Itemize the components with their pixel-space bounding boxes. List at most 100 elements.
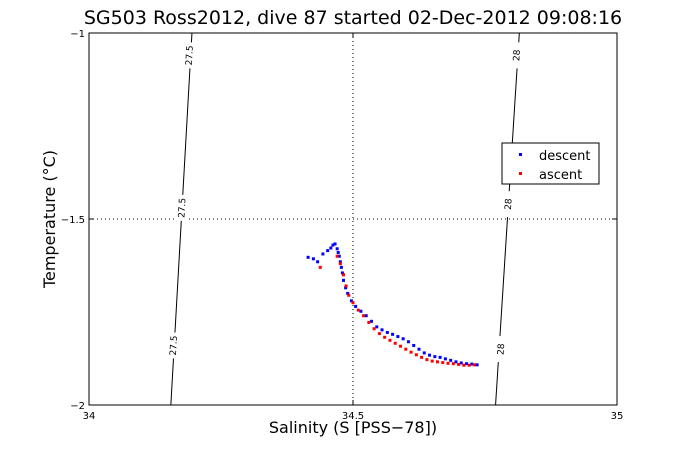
data-point-descent: [369, 319, 373, 323]
data-point-descent: [349, 299, 353, 303]
data-point-descent: [438, 355, 442, 359]
data-point-ascent: [383, 335, 387, 339]
legend-box: [501, 142, 600, 185]
legend-label-ascent: ascent: [539, 168, 582, 183]
data-point-descent: [406, 340, 410, 344]
data-point-ascent: [457, 362, 461, 366]
data-point-ascent: [399, 344, 403, 348]
data-point-ascent: [393, 341, 397, 345]
contour-label: 28: [512, 49, 523, 61]
data-point-descent: [359, 309, 363, 313]
x-tick-label: 35: [611, 411, 624, 422]
data-point-descent: [336, 250, 340, 254]
x-tick-label: 34: [83, 411, 96, 422]
data-point-ascent: [472, 363, 476, 367]
data-point-descent: [339, 265, 343, 269]
data-point-ascent: [341, 273, 345, 277]
data-point-descent: [375, 325, 379, 329]
data-point-ascent: [335, 254, 339, 258]
data-point-ascent: [367, 320, 371, 324]
contour-label-background: [510, 42, 523, 69]
data-point-ascent: [420, 355, 424, 359]
data-point-ascent: [414, 353, 418, 357]
x-tick-label: 34.5: [342, 411, 364, 422]
data-point-ascent: [344, 284, 348, 288]
data-point-descent: [433, 355, 437, 359]
data-point-descent: [401, 337, 405, 341]
data-point-ascent: [441, 361, 445, 365]
data-point-descent: [333, 242, 337, 246]
data-point-ascent: [425, 358, 429, 362]
data-points: [306, 242, 479, 367]
data-point-ascent: [362, 314, 366, 318]
data-point-descent: [417, 347, 421, 351]
plot-area: 27.5 27.5 27.5 28 28 28 34 34.5 35 −2 −1.5 −1: [61, 29, 624, 422]
y-tick-label: −1.5: [61, 215, 85, 226]
contour-label: 27.5: [177, 198, 188, 219]
data-point-descent: [329, 246, 333, 250]
contour-label-background: [176, 194, 188, 222]
data-point-descent: [443, 357, 447, 361]
data-point-ascent: [451, 362, 455, 366]
data-point-ascent: [377, 332, 381, 336]
data-point-descent: [422, 351, 426, 355]
data-point-descent: [459, 361, 463, 365]
data-point-descent: [344, 286, 348, 290]
data-point-descent: [311, 257, 315, 261]
contour-label: 28: [496, 343, 507, 355]
legend-marker-ascent: [519, 172, 522, 175]
data-point-descent: [346, 291, 350, 295]
x-axis-label: Salinity (S [PSS−78]): [269, 418, 437, 437]
data-point-ascent: [388, 338, 392, 342]
y-tick-label: −1: [70, 29, 85, 40]
data-point-ascent: [347, 293, 351, 297]
data-point-descent: [385, 330, 389, 334]
legend-marker-descent: [519, 153, 522, 156]
contour-label-background: [495, 335, 507, 363]
contour-label-background: [183, 42, 196, 69]
data-point-descent: [340, 271, 344, 275]
data-point-ascent: [372, 327, 376, 331]
data-point-descent: [321, 252, 325, 256]
data-point-ascent: [462, 363, 466, 367]
data-point-ascent: [338, 262, 342, 266]
data-point-descent: [341, 278, 345, 282]
data-point-ascent: [435, 360, 439, 364]
legend-label-descent: descent: [539, 149, 591, 164]
data-point-ascent: [467, 363, 471, 367]
data-point-ascent: [351, 301, 355, 305]
contour-label: 28: [504, 198, 515, 210]
y-axis-label: Temperature (°C): [40, 150, 59, 289]
data-point-descent: [396, 335, 400, 339]
data-point-descent: [326, 249, 330, 253]
data-point-descent: [335, 247, 339, 251]
data-point-descent: [465, 362, 469, 366]
data-point-descent: [354, 304, 358, 308]
data-point-descent: [316, 260, 320, 264]
contour-label: 27.5: [185, 45, 196, 66]
axis-ticks: 34 34.5 35 −2 −1.5 −1: [61, 29, 624, 422]
density-contours: 27.5 27.5 27.5 28 28 28: [167, 32, 523, 406]
data-point-descent: [380, 328, 384, 332]
legend: descent ascent: [501, 142, 600, 185]
contour-label-background: [502, 190, 515, 218]
data-point-descent: [364, 314, 368, 318]
data-point-descent: [428, 353, 432, 357]
data-point-descent: [391, 332, 395, 336]
data-point-descent: [449, 358, 453, 362]
contour-label: 27.5: [169, 335, 180, 356]
data-point-ascent: [356, 308, 360, 312]
data-point-descent: [331, 243, 335, 247]
data-point-descent: [338, 260, 342, 264]
data-point-descent: [470, 362, 474, 366]
data-point-ascent: [318, 265, 322, 269]
data-point-descent: [306, 255, 310, 259]
data-point-descent: [412, 343, 416, 347]
data-point-descent: [475, 363, 479, 367]
data-point-ascent: [446, 361, 450, 365]
chart-title: SG503 Ross2012, dive 87 started 02-Dec-2…: [84, 7, 622, 29]
contour-label-background: [167, 332, 180, 359]
data-point-ascent: [409, 350, 413, 354]
data-point-descent: [454, 360, 458, 364]
